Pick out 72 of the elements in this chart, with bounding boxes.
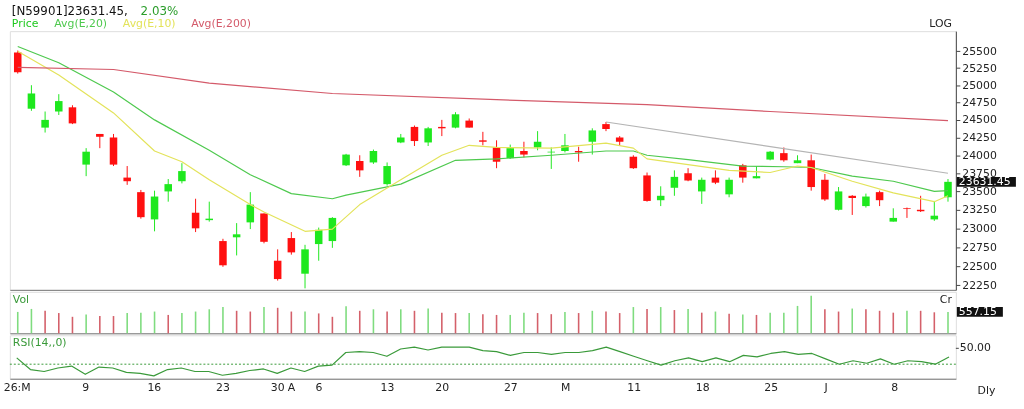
y-tick-label: 25500 (962, 44, 997, 58)
x-tick-label: 9 (82, 381, 90, 395)
candlestick (410, 125, 419, 147)
chart-title: [N59901]23631.45, (11, 4, 128, 19)
candlestick (670, 169, 679, 197)
y-tick-label: 24000 (962, 148, 997, 162)
candlestick (355, 154, 364, 178)
chart-subtitle: 2.03% (140, 4, 179, 19)
x-tick-label: 18 (695, 381, 710, 395)
x-tick-label: 25 (764, 381, 779, 395)
y-tick-label: 24250 (962, 130, 997, 144)
candlestick (479, 131, 487, 146)
x-tick-label: 16 (147, 381, 162, 395)
x-tick-label: 30 (270, 381, 285, 395)
candlestick (191, 198, 200, 233)
x-tick-label: J (823, 381, 828, 395)
y-tick-label: 24500 (962, 113, 997, 127)
x-tick-label: 27 (503, 381, 518, 395)
candlestick (725, 177, 733, 198)
text: LOG (929, 17, 952, 31)
line-series (17, 66, 949, 122)
text: 557.15 (958, 304, 997, 318)
y-tick-label: 23500 (962, 184, 997, 198)
candlestick (520, 141, 528, 158)
y-tick-label: 23000 (962, 221, 997, 235)
text: Avg(E,10) (122, 17, 176, 31)
candlestick (273, 248, 282, 282)
candlestick (27, 84, 36, 112)
y-axis-title: Cr (939, 292, 953, 306)
candlestick (13, 50, 22, 75)
candlestick (232, 222, 241, 256)
y-tick-label: 22500 (962, 259, 997, 273)
y-tick-label: 22750 (962, 240, 997, 254)
candlestick (287, 231, 296, 256)
x-tick-label: 6 (315, 381, 323, 395)
candlestick (68, 104, 77, 125)
text: Avg(E,20) (54, 17, 108, 31)
candlestick (383, 161, 391, 187)
candlestick (178, 162, 186, 184)
candlestick (55, 93, 63, 116)
candlestick (684, 167, 692, 182)
chart-title: Vol (12, 292, 30, 306)
x-tick-label: 13 (380, 381, 395, 395)
y-tick-label: 25250 (962, 61, 997, 75)
y-tick-label: 23250 (962, 203, 997, 217)
text: Price (11, 17, 39, 31)
x-tick-label: 8 (891, 381, 899, 395)
y-tick-label: 24750 (962, 95, 997, 109)
candlestick (424, 126, 432, 147)
x-tick-label: 11 (627, 381, 642, 395)
text: Dly (977, 383, 996, 397)
candlestick (834, 186, 843, 212)
candlestick (150, 190, 159, 232)
x-tick-label: 20 (435, 381, 450, 395)
text: 50.00 (959, 341, 991, 355)
x-tick-label: 26:M (3, 381, 31, 395)
candlestick (821, 173, 829, 202)
x-tick-label: A (287, 381, 296, 395)
text: Avg(E,200) (191, 17, 252, 31)
candlestick (82, 147, 90, 177)
candlestick (697, 177, 706, 205)
x-tick-label: M (560, 381, 571, 395)
candlestick (903, 207, 911, 219)
candlestick (588, 127, 597, 156)
x-tick-label: 23 (215, 381, 230, 395)
y-tick-label: 25000 (962, 78, 997, 92)
candlestick (848, 194, 856, 216)
candlestick (164, 178, 172, 203)
y-tick-label: 22250 (962, 278, 997, 292)
chart-title: RSI(14,,0) (12, 336, 67, 350)
candlestick (944, 178, 952, 203)
candlestick (41, 111, 49, 134)
